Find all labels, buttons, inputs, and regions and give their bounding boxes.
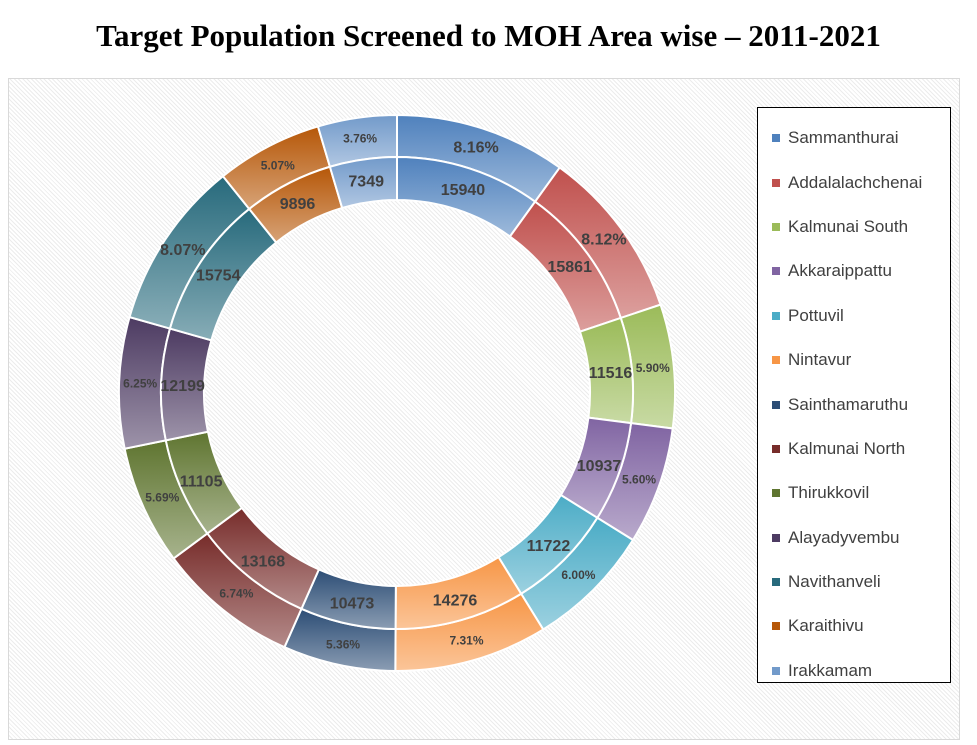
outer-data-label: 3.76%: [343, 132, 377, 146]
legend-label: Nintavur: [788, 350, 852, 370]
legend-label: Karaithivu: [788, 616, 864, 636]
legend-item: Sammanthurai: [758, 116, 950, 160]
legend-swatch: [772, 311, 780, 320]
legend-item: Kalmunai North: [758, 427, 950, 471]
inner-data-label: 11722: [527, 538, 571, 555]
outer-data-label: 5.69%: [145, 491, 179, 505]
legend-label: Pottuvil: [788, 305, 844, 325]
outer-data-label: 5.60%: [622, 472, 656, 486]
inner-data-label: 14276: [433, 593, 478, 610]
inner-data-label: 7349: [348, 174, 384, 191]
inner-data-label: 13168: [241, 553, 286, 570]
legend-item: Irakkamam: [758, 649, 950, 693]
chart-title: Target Population Screened to MOH Area w…: [96, 18, 881, 53]
legend-swatch: [772, 578, 780, 587]
outer-data-label: 8.07%: [160, 242, 205, 259]
legend-item: Pottuvil: [758, 294, 950, 338]
outer-data-label: 8.16%: [453, 139, 498, 156]
legend-item: Kalmunai South: [758, 205, 950, 249]
legend-item: Akkaraippattu: [758, 249, 950, 293]
legend-item: Alayadyvembu: [758, 516, 950, 560]
inner-data-label: 11105: [180, 473, 223, 490]
legend-swatch: [772, 267, 780, 276]
legend-label: Akkaraippattu: [788, 261, 892, 281]
legend-swatch: [772, 134, 780, 143]
legend-label: Irakkamam: [788, 660, 873, 680]
inner-data-label: 10937: [577, 458, 622, 475]
legend-swatch: [772, 444, 780, 453]
legend-label: Alayadyvembu: [788, 527, 900, 547]
inner-data-label: 15861: [547, 259, 592, 276]
inner-data-label: 15940: [441, 182, 486, 199]
legend-label: Kalmunai South: [788, 216, 909, 236]
inner-data-label: 11516: [589, 365, 633, 382]
outer-data-label: 8.12%: [581, 232, 626, 249]
outer-data-label: 5.90%: [636, 361, 670, 375]
legend-label: Navithanveli: [788, 572, 881, 592]
legend-swatch: [772, 178, 780, 187]
legend-swatch: [772, 489, 780, 498]
outer-data-label: 5.36%: [326, 637, 360, 651]
legend: Sammanthurai Addalalachchenai Kalmunai Sou…: [757, 107, 951, 683]
legend-label: Sammanthurai: [788, 128, 899, 148]
outer-data-label: 6.74%: [219, 587, 253, 601]
legend-swatch: [772, 400, 780, 409]
legend-item: Sainthamaruthu: [758, 382, 950, 426]
outer-data-label: 5.07%: [261, 158, 295, 172]
inner-data-label: 10473: [330, 596, 375, 613]
legend-label: Thirukkovil: [788, 483, 870, 503]
inner-ring-slice-irakkamam: [328, 155, 398, 210]
legend-item: Karaithivu: [758, 604, 950, 648]
legend-item: Nintavur: [758, 338, 950, 382]
legend-label: Sainthamaruthu: [788, 394, 909, 414]
inner-data-label: 9896: [280, 196, 316, 213]
outer-data-label: 6.25%: [123, 376, 157, 390]
legend-label: Kalmunai North: [788, 438, 906, 458]
inner-data-label: 12199: [160, 378, 205, 395]
legend-label: Addalalachchenai: [788, 172, 923, 192]
legend-swatch: [772, 666, 780, 675]
inner-data-label: 15754: [196, 267, 241, 284]
outer-data-label: 6.00%: [561, 568, 595, 582]
legend-swatch: [772, 356, 780, 365]
legend-item: Navithanveli: [758, 560, 950, 604]
outer-data-label: 7.31%: [450, 633, 484, 647]
legend-item: Thirukkovil: [758, 471, 950, 515]
legend-swatch: [772, 533, 780, 542]
legend-swatch: [772, 222, 780, 231]
legend-item: Addalalachchenai: [758, 160, 950, 204]
legend-swatch: [772, 622, 780, 631]
